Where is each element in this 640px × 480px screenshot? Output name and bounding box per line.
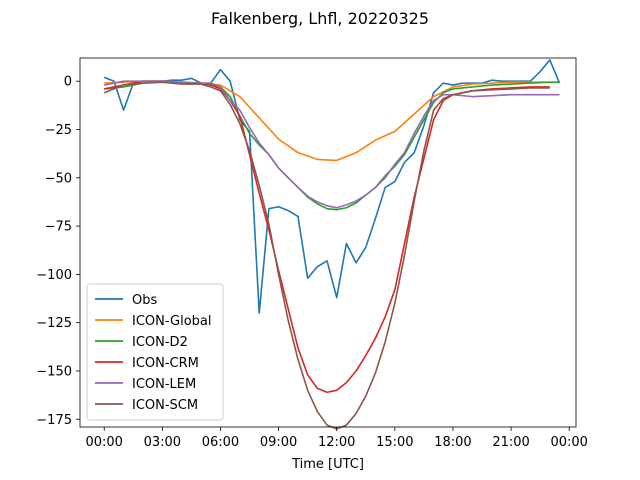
y-tick-label: −100: [36, 268, 72, 283]
x-tick-label: 12:00: [318, 435, 355, 450]
y-tick-label: −25: [45, 123, 72, 138]
series-layer: [103, 59, 561, 430]
series-line-5: [103, 81, 550, 430]
x-axis-label: Time [UTC]: [291, 457, 364, 472]
x-tick-label: 15:00: [376, 435, 413, 450]
legend-entry-label: ICON-CRM: [132, 356, 199, 371]
chart-title: Falkenberg, Lhfl, 20220325: [211, 9, 429, 28]
x-axis: 00:00 03:00 06:00 09:00 12:00 15:00 18:00 21:00…: [85, 427, 588, 450]
x-tick-label: 21:00: [492, 435, 529, 450]
series-line-0: [103, 59, 561, 314]
legend-entry-label: ICON-D2: [132, 335, 188, 350]
plot-frame: [79, 57, 577, 428]
legend-entry-label: ICON-LEM: [132, 377, 196, 392]
legend: Obs ICON-Global ICON-D2 ICON-CRM ICON-LEM ICO…: [86, 283, 224, 421]
series-line-3: [104, 80, 550, 394]
x-tick-label: 00:00: [550, 435, 587, 450]
x-tick-label: 18:00: [434, 435, 471, 450]
series-line-1: [104, 80, 550, 162]
y-tick-label: −125: [36, 316, 72, 331]
legend-entry-label: ICON-SCM: [132, 398, 198, 413]
y-axis: 0 −25 −50 −75 −100 −125 −150 −175: [36, 75, 80, 428]
x-tick-label: 00:00: [85, 435, 122, 450]
legend-entry-label: Obs: [132, 293, 157, 308]
y-tick-label: −150: [36, 364, 72, 379]
series-line-4: [104, 80, 560, 209]
legend-entry-label: ICON-Global: [132, 314, 212, 329]
y-tick-label: −50: [45, 171, 72, 186]
x-tick-label: 06:00: [202, 435, 239, 450]
series-line-2: [104, 81, 560, 211]
x-tick-label: 03:00: [144, 435, 181, 450]
y-tick-label: 0: [64, 75, 72, 90]
y-tick-label: −175: [36, 413, 72, 428]
legend-box: [86, 283, 224, 421]
y-tick-label: −75: [45, 220, 72, 235]
x-tick-label: 09:00: [260, 435, 297, 450]
